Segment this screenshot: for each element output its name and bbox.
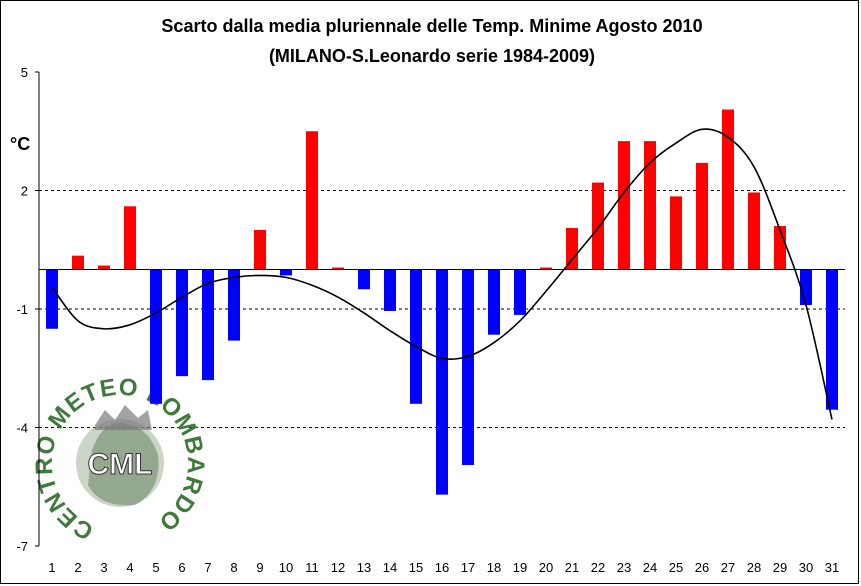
- bar-day-1: [46, 269, 58, 329]
- bar-day-22: [592, 182, 604, 270]
- x-tick-label: 6: [178, 560, 185, 575]
- bar-day-5: [150, 269, 162, 404]
- x-tick-label: 18: [487, 560, 501, 575]
- bar-day-3: [98, 265, 110, 270]
- bar-day-15: [410, 269, 422, 404]
- x-tick-label: 21: [565, 560, 579, 575]
- y-tick-label: -7: [16, 539, 28, 554]
- bar-day-6: [176, 269, 188, 377]
- x-tick-label: 5: [152, 560, 159, 575]
- bar-day-24: [644, 141, 656, 270]
- bar-day-8: [228, 269, 240, 341]
- x-tick-label: 3: [100, 560, 107, 575]
- y-tick-label: -4: [16, 421, 28, 436]
- trend-curve: [51, 128, 833, 420]
- x-tick-label: 12: [331, 560, 345, 575]
- chart-subtitle: (MILANO-S.Leonardo serie 1984-2009): [269, 46, 595, 66]
- x-tick-label: 9: [256, 560, 263, 575]
- x-tick-label: 19: [513, 560, 527, 575]
- lombardy-map-shape: [88, 422, 159, 506]
- y-tick-label: 5: [21, 65, 28, 80]
- x-tick-label: 11: [305, 560, 319, 575]
- x-tick-label: 30: [799, 560, 813, 575]
- bar-day-13: [358, 269, 370, 290]
- bar-day-10: [280, 269, 292, 276]
- bar-day-23: [618, 141, 630, 270]
- logo-crown-shape: [95, 405, 152, 430]
- bar-day-31: [826, 269, 838, 410]
- bars: [46, 109, 838, 495]
- x-tick-label: 24: [643, 560, 657, 575]
- x-tick-label: 17: [461, 560, 475, 575]
- x-tick-label: 28: [747, 560, 761, 575]
- x-tick-label: 20: [539, 560, 553, 575]
- chart-title: Scarto dalla media pluriennale delle Tem…: [161, 16, 702, 36]
- bar-day-9: [254, 230, 266, 270]
- logo-center-text: CML: [88, 448, 153, 481]
- bar-day-25: [670, 196, 682, 270]
- tick-labels: 52-1-4-71 2 3 4 5 6 7 8 9 10 11 12 13 14 15 16 17 18 19 20 2…: [16, 65, 839, 575]
- bar-day-7: [202, 269, 214, 381]
- x-tick-label: 27: [721, 560, 735, 575]
- bar-day-26: [696, 162, 708, 270]
- bar-day-21: [566, 228, 578, 270]
- trend-line: [51, 128, 833, 420]
- x-tick-label: 22: [591, 560, 605, 575]
- x-tick-label: 1: [48, 560, 55, 575]
- bar-day-12: [332, 267, 344, 270]
- x-tick-label: 10: [279, 560, 293, 575]
- bar-day-2: [72, 255, 84, 270]
- x-tick-label: 13: [357, 560, 371, 575]
- x-tick-label: 7: [204, 560, 211, 575]
- x-tick-label: 23: [617, 560, 631, 575]
- bar-day-16: [436, 269, 448, 495]
- x-tick-label: 8: [230, 560, 237, 575]
- x-tick-label: 14: [383, 560, 397, 575]
- x-tick-label: 29: [773, 560, 787, 575]
- x-tick-label: 2: [74, 560, 81, 575]
- bar-day-19: [514, 269, 526, 315]
- y-tick-label: -1: [16, 302, 28, 317]
- x-tick-label: 26: [695, 560, 709, 575]
- bar-day-14: [384, 269, 396, 311]
- x-tick-label: 25: [669, 560, 683, 575]
- x-tick-label: 31: [825, 560, 839, 575]
- x-tick-label: 15: [409, 560, 423, 575]
- bar-day-20: [540, 267, 552, 270]
- y-axis-label: °C: [10, 134, 30, 154]
- x-tick-label: 4: [126, 560, 133, 575]
- axes: [35, 71, 845, 547]
- bar-day-18: [488, 269, 500, 335]
- y-tick-label: 2: [21, 184, 28, 199]
- bar-day-30: [800, 269, 812, 306]
- bar-day-28: [748, 192, 760, 270]
- bar-day-11: [306, 131, 318, 270]
- bar-day-29: [774, 226, 786, 270]
- bar-day-4: [124, 206, 136, 270]
- bar-day-17: [462, 269, 474, 466]
- x-tick-label: 16: [435, 560, 449, 575]
- bar-day-27: [722, 109, 734, 270]
